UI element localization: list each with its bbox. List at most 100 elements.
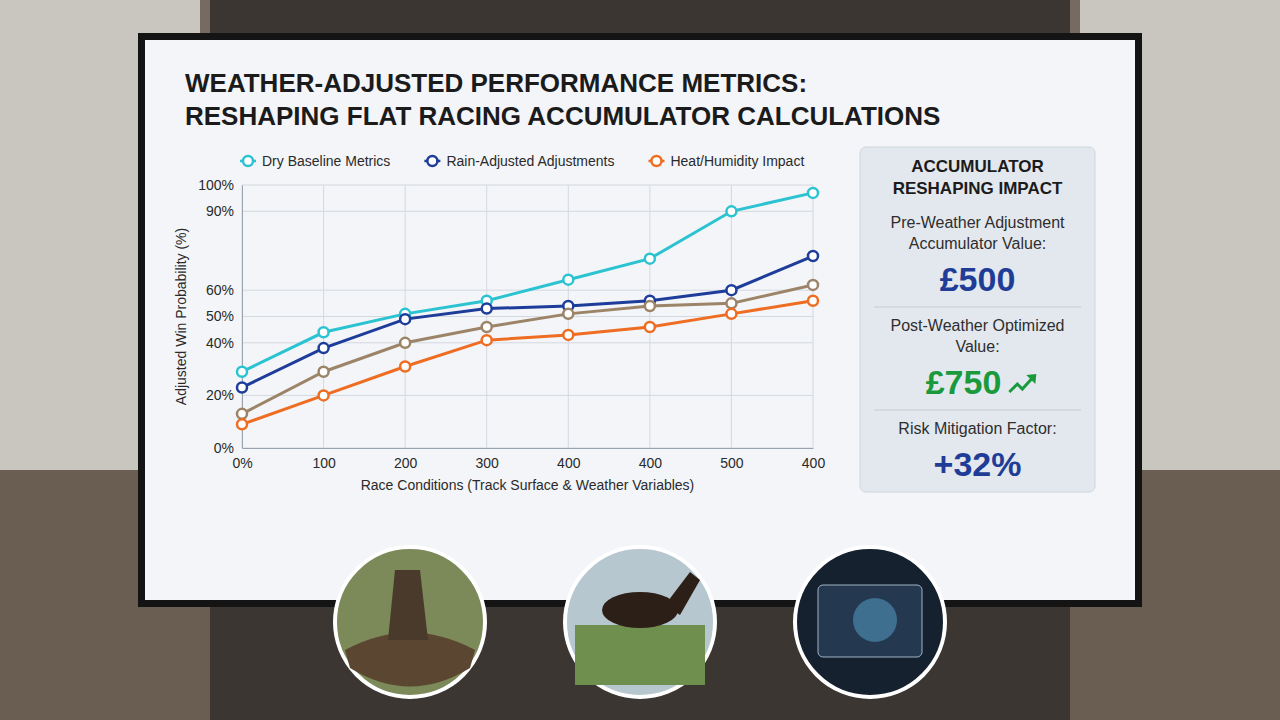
series-marker [237, 409, 247, 419]
x-tick: 400 [639, 448, 663, 471]
x-tick: 500 [720, 448, 744, 471]
y-axis-title: Adjusted Win Probability (%) [173, 228, 189, 405]
y-tick: 50% [206, 308, 242, 324]
x-tick: 0% [232, 448, 252, 471]
grid-line-x [323, 185, 324, 448]
plot-area [237, 188, 818, 429]
y-tick: 0% [214, 440, 242, 456]
series-marker [400, 361, 410, 371]
side-panel: ACCUMULATORRESHAPING IMPACTPre-Weather A… [860, 147, 1095, 492]
hoof [388, 570, 428, 640]
legend-label: Rain-Adjusted Adjustments [446, 153, 614, 169]
x-tick: 400 [802, 448, 826, 471]
grid-line-y [242, 185, 813, 186]
panel-item-value: £500 [940, 260, 1016, 298]
series-marker [726, 206, 736, 216]
series-marker [726, 285, 736, 295]
series-marker [237, 383, 247, 393]
series-line [242, 193, 813, 372]
x-tick-label: 400 [802, 455, 826, 471]
series-marker [808, 280, 818, 290]
series-marker [319, 343, 329, 353]
series-marker [808, 188, 818, 198]
mud [345, 633, 475, 687]
y-tick: 40% [206, 335, 242, 351]
series-marker [400, 314, 410, 324]
x-tick-label: 300 [476, 455, 500, 471]
radar [853, 598, 897, 642]
series-marker [645, 301, 655, 311]
series-marker [482, 304, 492, 314]
x-tick: 300 [476, 448, 500, 471]
grid-line-x [649, 185, 650, 448]
legend-item: Dry Baseline Metrics [240, 153, 390, 169]
y-tick-label: 20% [206, 387, 234, 403]
y-tick: 100% [198, 177, 242, 193]
grid-line-y [242, 448, 813, 449]
legend-label: Heat/Humidity Impact [670, 153, 804, 169]
x-tick: 400 [557, 448, 581, 471]
x-tick: 200 [394, 448, 418, 471]
x-axis-title: Race Conditions (Track Surface & Weather… [361, 477, 695, 493]
tablet [818, 585, 922, 657]
y-tick: 90% [206, 203, 242, 219]
series-marker [645, 254, 655, 264]
series-marker [237, 419, 247, 429]
grid-line-y [242, 342, 813, 343]
horse-neck [665, 572, 700, 615]
y-tick-label: 40% [206, 335, 234, 351]
series-marker [808, 296, 818, 306]
x-tick-label: 400 [557, 455, 581, 471]
y-tick-label: 100% [198, 177, 234, 193]
screen-bezel [138, 33, 1142, 607]
series-line [242, 285, 813, 414]
series-marker [482, 322, 492, 332]
series-marker [726, 298, 736, 308]
series-line [242, 301, 813, 425]
y-tick-label: 0% [214, 440, 234, 456]
panel-separator [874, 410, 1081, 411]
room-wall [0, 0, 1280, 720]
series-marker [563, 309, 573, 319]
x-tick-label: 400 [639, 455, 663, 471]
panel-box [860, 147, 1095, 492]
series-marker [319, 367, 329, 377]
x-tick: 100 [312, 448, 336, 471]
x-tick-label: 100 [312, 455, 336, 471]
trend-arrow [1009, 377, 1033, 392]
screen [145, 40, 1135, 600]
legend-item: Heat/Humidity Impact [648, 153, 804, 169]
series-marker [563, 275, 573, 285]
series-marker [645, 322, 655, 332]
legend-swatch [243, 156, 253, 166]
panel-item-label: Pre-Weather AdjustmentAccumulator Value: [890, 214, 1065, 252]
grid-line-x [486, 185, 487, 448]
series-marker [726, 309, 736, 319]
photo-circle-bg [795, 547, 945, 697]
series-marker [482, 335, 492, 345]
y-tick-label: 60% [206, 282, 234, 298]
grass [575, 625, 705, 685]
series-marker [808, 251, 818, 261]
x-axis: 0% 100 200 300 400 400 500 400 [232, 448, 825, 471]
series-marker [400, 338, 410, 348]
chart-title: WEATHER-ADJUSTED PERFORMANCE METRICS:RES… [185, 68, 940, 131]
grid [242, 185, 813, 448]
photo-circle [795, 547, 945, 697]
panel-item-label: Risk Mitigation Factor: [898, 420, 1056, 437]
panel-item-value: £750 [926, 363, 1002, 401]
y-tick-label: 90% [206, 203, 234, 219]
photo-circle [565, 547, 715, 697]
photo-circle [335, 547, 485, 697]
page: WEATHER-ADJUSTED PERFORMANCE METRICS:RES… [0, 0, 1280, 720]
panel-separator [874, 307, 1081, 308]
horse [602, 592, 678, 628]
panel-item-label: Post-Weather OptimizedValue: [891, 317, 1065, 355]
photo-circle-bg [565, 547, 715, 697]
series-marker [563, 330, 573, 340]
legend-swatch [651, 156, 661, 166]
photo-circle-bg [335, 547, 485, 697]
legend-swatch [427, 156, 437, 166]
legend-item: Rain-Adjusted Adjustments [424, 153, 614, 169]
trend-arrow-head [1026, 374, 1036, 384]
